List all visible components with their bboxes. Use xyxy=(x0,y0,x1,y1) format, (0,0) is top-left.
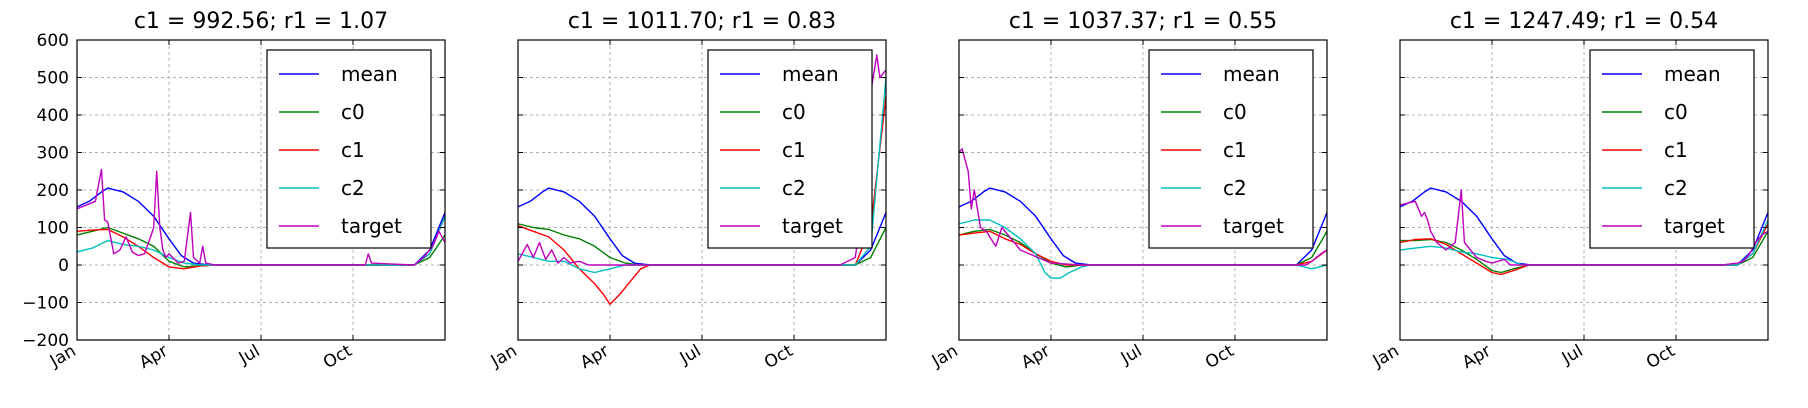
y-tick-label: −200 xyxy=(22,331,69,351)
legend-box xyxy=(266,49,432,249)
legend-label-target: target xyxy=(1223,214,1284,238)
series-line-target xyxy=(959,148,1327,266)
series-line-target xyxy=(1400,189,1768,266)
x-tick-label: Jan xyxy=(928,341,962,372)
x-tick-label: Jul xyxy=(235,341,264,369)
legend-label-c1: c1 xyxy=(1223,138,1247,162)
y-tick-label: 500 xyxy=(37,69,69,89)
chart-title: c1 = 1037.37; r1 = 0.55 xyxy=(1009,9,1277,34)
x-tick-label: Jul xyxy=(1558,341,1587,369)
x-tick-label: Apr xyxy=(1459,341,1494,373)
legend-label-c2: c2 xyxy=(1223,176,1247,200)
legend-label-c1: c1 xyxy=(1664,138,1688,162)
series-line-target xyxy=(77,168,445,266)
x-tick-label: Oct xyxy=(320,341,356,373)
x-tick-label: Oct xyxy=(1202,341,1238,373)
y-tick-label: −100 xyxy=(22,294,69,314)
x-tick-label: Jan xyxy=(487,341,521,372)
legend-label-mean: mean xyxy=(782,62,839,86)
legend-label-c0: c0 xyxy=(341,100,365,124)
x-tick-label: Oct xyxy=(1643,341,1679,373)
chart-title: c1 = 1011.70; r1 = 0.83 xyxy=(568,9,836,34)
chart-panel-3: Jan Apr Jul Oct c1 = 1037.37; r1 = 0.55 mean c… xyxy=(928,9,1328,373)
chart-panel-2: Jan Apr Jul Oct c1 = 1011.70; r1 = 0.83 mean c… xyxy=(487,9,887,373)
y-tick-label: 200 xyxy=(37,181,69,201)
x-tick-label: Apr xyxy=(577,341,612,373)
series-line-c0 xyxy=(518,223,886,266)
legend-label-c2: c2 xyxy=(1664,176,1688,200)
y-tick-label: 400 xyxy=(37,106,69,126)
y-tick-label: 0 xyxy=(58,256,69,276)
series-group xyxy=(77,168,445,270)
chart-title: c1 = 992.56; r1 = 1.07 xyxy=(134,9,388,34)
x-tick-label: Apr xyxy=(136,341,171,373)
legend-label-target: target xyxy=(1664,214,1725,238)
y-tick-label: 100 xyxy=(37,219,69,239)
y-tick-label: 600 xyxy=(37,31,69,51)
legend-label-c2: c2 xyxy=(341,176,365,200)
chart-panel-4: Jan Apr Jul Oct c1 = 1247.49; r1 = 0.54 mean c… xyxy=(1369,9,1769,373)
chart-title: c1 = 1247.49; r1 = 0.54 xyxy=(1450,9,1718,34)
x-tick-label: Jan xyxy=(1369,341,1403,372)
legend-label-mean: mean xyxy=(1664,62,1721,86)
series-line-c2 xyxy=(518,77,886,274)
legend-label-target: target xyxy=(341,214,402,238)
legend-label-mean: mean xyxy=(341,62,398,86)
legend-box xyxy=(707,49,873,249)
legend-label-c1: c1 xyxy=(341,138,365,162)
legend-box xyxy=(1148,49,1314,249)
legend-label-c1: c1 xyxy=(782,138,806,162)
x-tick-label: Jul xyxy=(1117,341,1146,369)
x-tick-label: Oct xyxy=(761,341,797,373)
series-group xyxy=(959,148,1327,279)
legend-label-target: target xyxy=(782,214,843,238)
legend-label-c2: c2 xyxy=(782,176,806,200)
y-tick-label: 300 xyxy=(37,144,69,164)
legend-label-c0: c0 xyxy=(1223,100,1247,124)
series-line-c2 xyxy=(1400,219,1768,266)
x-tick-label: Jul xyxy=(676,341,705,369)
x-tick-label: Apr xyxy=(1018,341,1053,373)
series-group xyxy=(1400,187,1768,276)
legend-label-mean: mean xyxy=(1223,62,1280,86)
legend-label-c0: c0 xyxy=(782,100,806,124)
legend-label-c0: c0 xyxy=(1664,100,1688,124)
legend-box xyxy=(1589,49,1755,249)
